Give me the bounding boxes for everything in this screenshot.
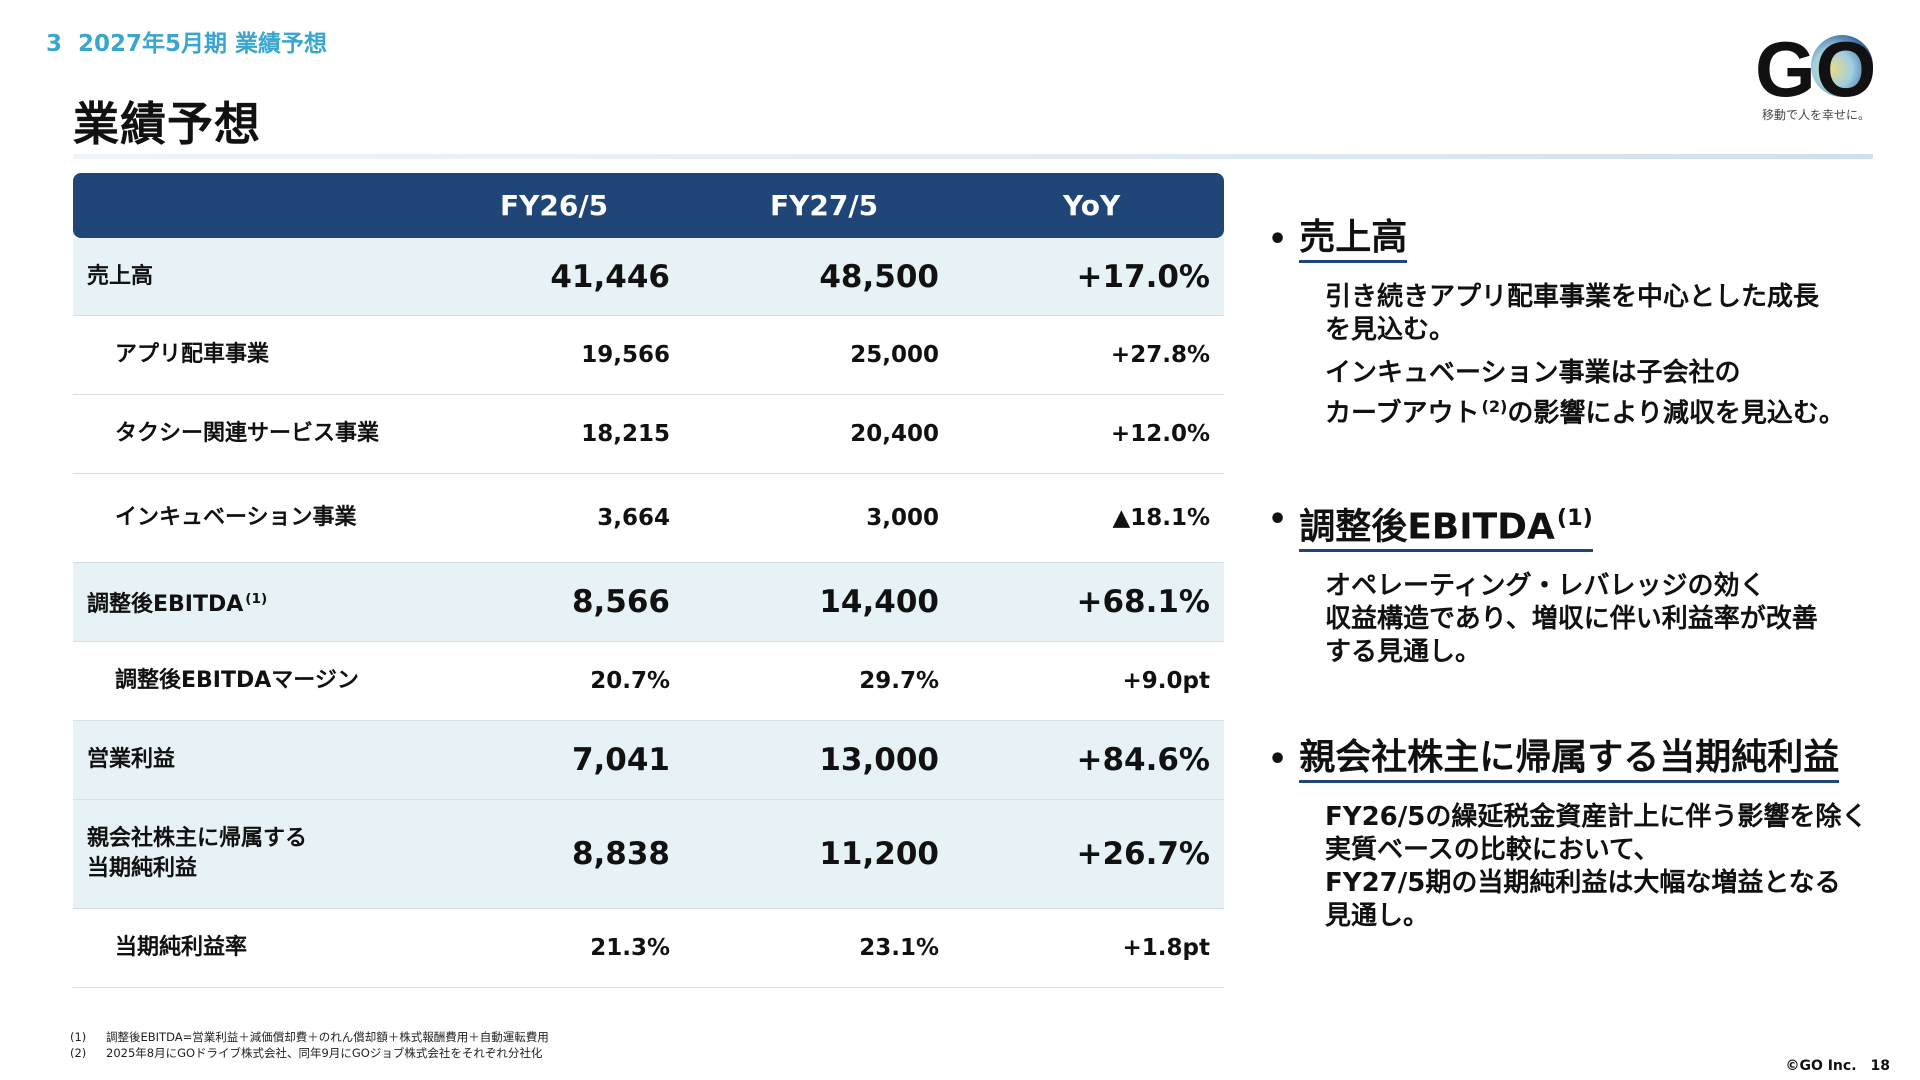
footnote-ref: (1)	[245, 590, 268, 607]
bullet-title: 売上高	[1299, 218, 1408, 263]
row-label: タクシー関連サービス事業	[115, 421, 380, 446]
forecast-table: FY26/5 FY27/5 YoY 売上高 41,446 48,500 +17.0% ア…	[73, 173, 1224, 988]
value-fy27: 48,500	[819, 258, 939, 295]
table-row: 売上高 41,446 48,500 +17.0%	[73, 238, 1224, 316]
value-fy27: 13,000	[819, 742, 939, 778]
bullet-heading: • 調整後EBITDA(1)	[1268, 498, 1818, 553]
bullet-dot-icon: •	[1268, 222, 1288, 257]
bullet-title: 調整後EBITDA(1)	[1299, 498, 1593, 553]
table-body: 売上高 41,446 48,500 +17.0% アプリ配車事業 19,566 25,000…	[73, 238, 1224, 988]
table-row: インキュベーション事業 3,664 3,000 ▲18.1%	[73, 474, 1224, 563]
section-title: 2027年5月期 業績予想	[78, 31, 328, 57]
value-fy26: 8,838	[571, 836, 670, 872]
bullet-dot-icon: •	[1268, 502, 1288, 537]
value-fy26: 8,566	[571, 584, 670, 620]
value-yoy: +12.0%	[1110, 421, 1210, 447]
page-title: 業績予想	[73, 97, 261, 151]
bullet-dot-icon: •	[1268, 742, 1288, 777]
value-fy26: 3,664	[597, 505, 670, 531]
footnote-mark: (2)	[70, 1046, 87, 1060]
value-yoy: +1.8pt	[1122, 935, 1210, 961]
bullet-body: オペレーティング・レバレッジの効く 収益構造であり、増収に伴い利益率が改善 する見通…	[1325, 570, 1818, 669]
bullet-section: • 親会社株主に帰属する当期純利益 FY26/5の繰延税金資産計上に伴う影響を除く実…	[1268, 738, 1867, 943]
value-fy26: 20.7%	[590, 668, 670, 694]
table-row: アプリ配車事業 19,566 25,000 +27.8%	[73, 316, 1224, 395]
footnote-text: 調整後EBITDA=営業利益＋減価償却費＋のれん償却額＋株式報酬費用＋自動運転費…	[106, 1030, 549, 1044]
bullet-paragraph: オペレーティング・レバレッジの効く 収益構造であり、増収に伴い利益率が改善 する見通…	[1325, 571, 1818, 668]
footnote-ref: (2)	[1481, 397, 1508, 416]
bullet-section: • 調整後EBITDA(1) オペレーティング・レバレッジの効く 収益構造であり、増収…	[1268, 498, 1818, 679]
value-yoy: +84.6%	[1076, 742, 1210, 778]
value-yoy: +68.1%	[1076, 584, 1210, 620]
column-header-fy26: FY26/5	[500, 189, 609, 222]
table-header: FY26/5 FY27/5 YoY	[73, 173, 1224, 238]
bullet-title: 親会社株主に帰属する当期純利益	[1299, 738, 1840, 783]
value-fy27: 11,200	[819, 836, 939, 872]
value-yoy: ▲18.1%	[1112, 505, 1210, 531]
value-fy27: 3,000	[866, 505, 939, 531]
row-label: アプリ配車事業	[115, 342, 270, 367]
value-fy26: 18,215	[581, 421, 670, 447]
logo-letter-g: GO	[1755, 30, 1876, 113]
bullet-paragraph: インキュベーション事業は子会社の カーブアウト (2)の影響により減収を見込む。	[1325, 358, 1845, 429]
table-row: 営業利益 7,041 13,000 +84.6%	[73, 721, 1224, 800]
row-label: 当期純利益率	[115, 935, 248, 960]
section-label: 3 2027年5月期 業績予想	[46, 24, 327, 58]
value-fy26: 7,041	[571, 742, 670, 778]
bullet-paragraph: 引き続きアプリ配車事業を中心とした成長 を見込む。	[1325, 282, 1820, 345]
footnote-1: (1) 調整後EBITDA=営業利益＋減価償却費＋のれん償却額＋株式報酬費用＋自…	[70, 1029, 549, 1045]
footnotes: (1) 調整後EBITDA=営業利益＋減価償却費＋のれん償却額＋株式報酬費用＋自…	[70, 1029, 549, 1061]
row-label: 調整後EBITDAマージン	[115, 668, 359, 693]
table-row: 調整後EBITDAマージン 20.7% 29.7% +9.0pt	[73, 642, 1224, 721]
title-divider	[73, 154, 1873, 159]
value-fy27: 23.1%	[859, 935, 939, 961]
bullet-paragraph: FY26/5の繰延税金資産計上に伴う影響を除く 実質ベースの比較において、 FY27…	[1325, 802, 1868, 931]
value-fy26: 21.3%	[590, 935, 670, 961]
value-yoy: +27.8%	[1110, 342, 1210, 368]
table-row: 当期純利益率 21.3% 23.1% +1.8pt	[73, 909, 1224, 988]
value-fy27: 20,400	[850, 421, 939, 447]
value-fy27: 29.7%	[859, 668, 939, 694]
row-label: 売上高	[87, 263, 154, 289]
value-fy27: 14,400	[819, 584, 939, 620]
table-row: 親会社株主に帰属する 当期純利益 8,838 11,200 +26.7%	[73, 800, 1224, 909]
row-label: 調整後EBITDA (1)	[87, 590, 268, 618]
footnote-text: 2025年8月にGOドライブ株式会社、同年9月にGOジョブ株式会社をそれぞれ分社…	[106, 1046, 543, 1060]
go-logo: GO	[1755, 25, 1877, 122]
bullet-heading: • 親会社株主に帰属する当期純利益	[1268, 738, 1867, 783]
page-number: 18	[1870, 1058, 1890, 1074]
value-fy26: 41,446	[550, 258, 670, 295]
bullet-body: FY26/5の繰延税金資産計上に伴う影響を除く 実質ベースの比較において、 FY27…	[1325, 801, 1867, 933]
footnote-ref: (1)	[1556, 505, 1593, 531]
bullet-section: • 売上高引き続きアプリ配車事業を中心とした成長 を見込む。インキュベーション事業は…	[1268, 218, 1845, 441]
table-row: 調整後EBITDA (1) 8,566 14,400 +68.1%	[73, 563, 1224, 642]
value-yoy: +9.0pt	[1122, 668, 1210, 694]
value-fy26: 19,566	[581, 342, 670, 368]
section-number: 3	[46, 31, 63, 57]
footer: ©GO Inc. 18	[1785, 1058, 1890, 1074]
row-label: 営業利益	[87, 747, 176, 772]
column-header-fy27: FY27/5	[770, 189, 879, 222]
value-yoy: +26.7%	[1076, 836, 1210, 872]
row-label: インキュベーション事業	[115, 505, 357, 530]
column-header-yoy: YoY	[1063, 189, 1121, 222]
table-row: タクシー関連サービス事業 18,215 20,400 +12.0%	[73, 395, 1224, 474]
value-fy27: 25,000	[850, 342, 939, 368]
row-label: 親会社株主に帰属する 当期純利益	[87, 826, 308, 881]
value-yoy: +17.0%	[1076, 258, 1210, 295]
logo-tagline: 移動で人を幸せに。	[1762, 108, 1871, 122]
bullet-body: 引き続きアプリ配車事業を中心とした成長 を見込む。インキュベーション事業は子会社の…	[1325, 281, 1845, 431]
copyright: ©GO Inc.	[1785, 1058, 1857, 1074]
bullet-heading: • 売上高	[1268, 218, 1845, 263]
footnote-2: (2) 2025年8月にGOドライブ株式会社、同年9月にGOジョブ株式会社をそれ…	[70, 1045, 549, 1061]
footnote-mark: (1)	[70, 1030, 87, 1044]
